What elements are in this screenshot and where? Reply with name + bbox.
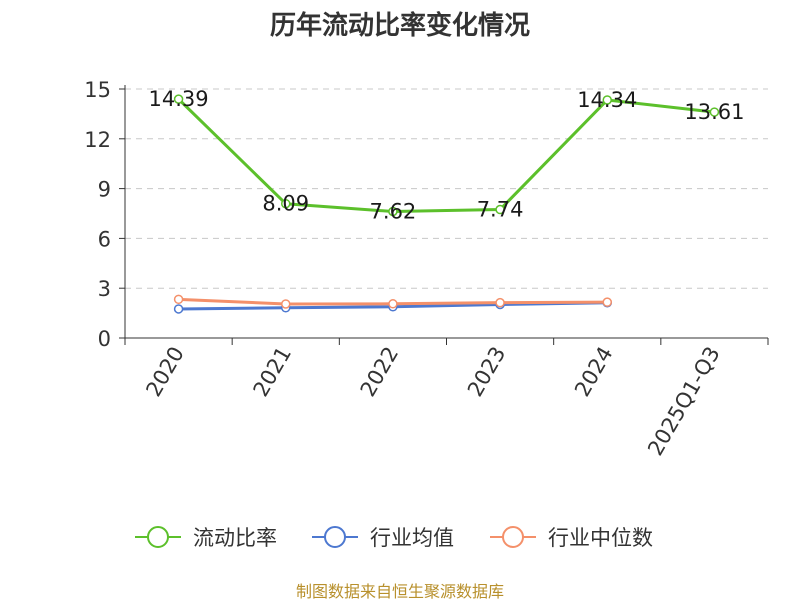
legend-marker-icon [502, 526, 524, 548]
axes: 0 3 6 9 12 15 2020 2021 2022 2023 2024 2025Q1-Q3 [84, 78, 769, 460]
legend-marker-icon [147, 526, 169, 548]
data-point [495, 204, 505, 215]
legend-item[interactable]: 行业均值 [312, 526, 454, 550]
x-tick-label: 2023 [463, 343, 511, 401]
legend-label: 行业中位数 [548, 526, 653, 550]
y-tick-label: 9 [98, 178, 111, 202]
y-tick-label: 6 [98, 227, 111, 251]
x-tick-label: 2022 [356, 343, 404, 401]
data-label: 8.09 [262, 192, 309, 216]
data-point [602, 297, 612, 307]
legend-label: 行业均值 [370, 526, 454, 550]
legend-marker-icon [324, 526, 346, 548]
x-tick-label: 2020 [141, 343, 189, 401]
data-point [388, 299, 398, 309]
y-tick-label: 0 [98, 327, 111, 351]
data-label: 13.61 [684, 100, 744, 124]
data-point [602, 95, 612, 105]
data-point [709, 107, 720, 117]
data-point [173, 304, 184, 314]
x-tick-label: 2024 [570, 343, 618, 401]
data-labels: 14.39 8.09 7.62 7.74 14.34 13.61 [149, 87, 745, 223]
series-line [177, 98, 715, 214]
data-label: 14.39 [149, 87, 209, 111]
grid-lines [125, 88, 768, 289]
data-point [173, 94, 184, 104]
data-source-note: 制图数据来自恒生聚源数据库 [295, 582, 504, 601]
data-point [173, 294, 184, 305]
legend-item[interactable]: 行业中位数 [490, 526, 653, 550]
data-label: 14.34 [577, 88, 637, 112]
data-label: 7.74 [477, 198, 524, 222]
y-tick-label: 3 [98, 277, 111, 301]
data-point [281, 198, 291, 209]
x-tick-label: 2021 [249, 343, 297, 401]
x-tick-label: 2025Q1-Q3 [643, 343, 725, 460]
data-point [388, 206, 398, 217]
legend-label: 流动比率 [193, 526, 277, 550]
data-label: 7.62 [370, 200, 417, 224]
data-point [495, 297, 505, 308]
legend-item[interactable]: 流动比率 [135, 526, 277, 550]
y-tick-label: 12 [84, 128, 111, 152]
series-lines [173, 94, 720, 314]
legend[interactable]: 流动比率 行业均值 行业中位数 [135, 526, 653, 550]
data-point [281, 299, 291, 309]
chart-title: 历年流动比率变化情况 [269, 11, 530, 41]
y-tick-label: 15 [84, 78, 111, 102]
